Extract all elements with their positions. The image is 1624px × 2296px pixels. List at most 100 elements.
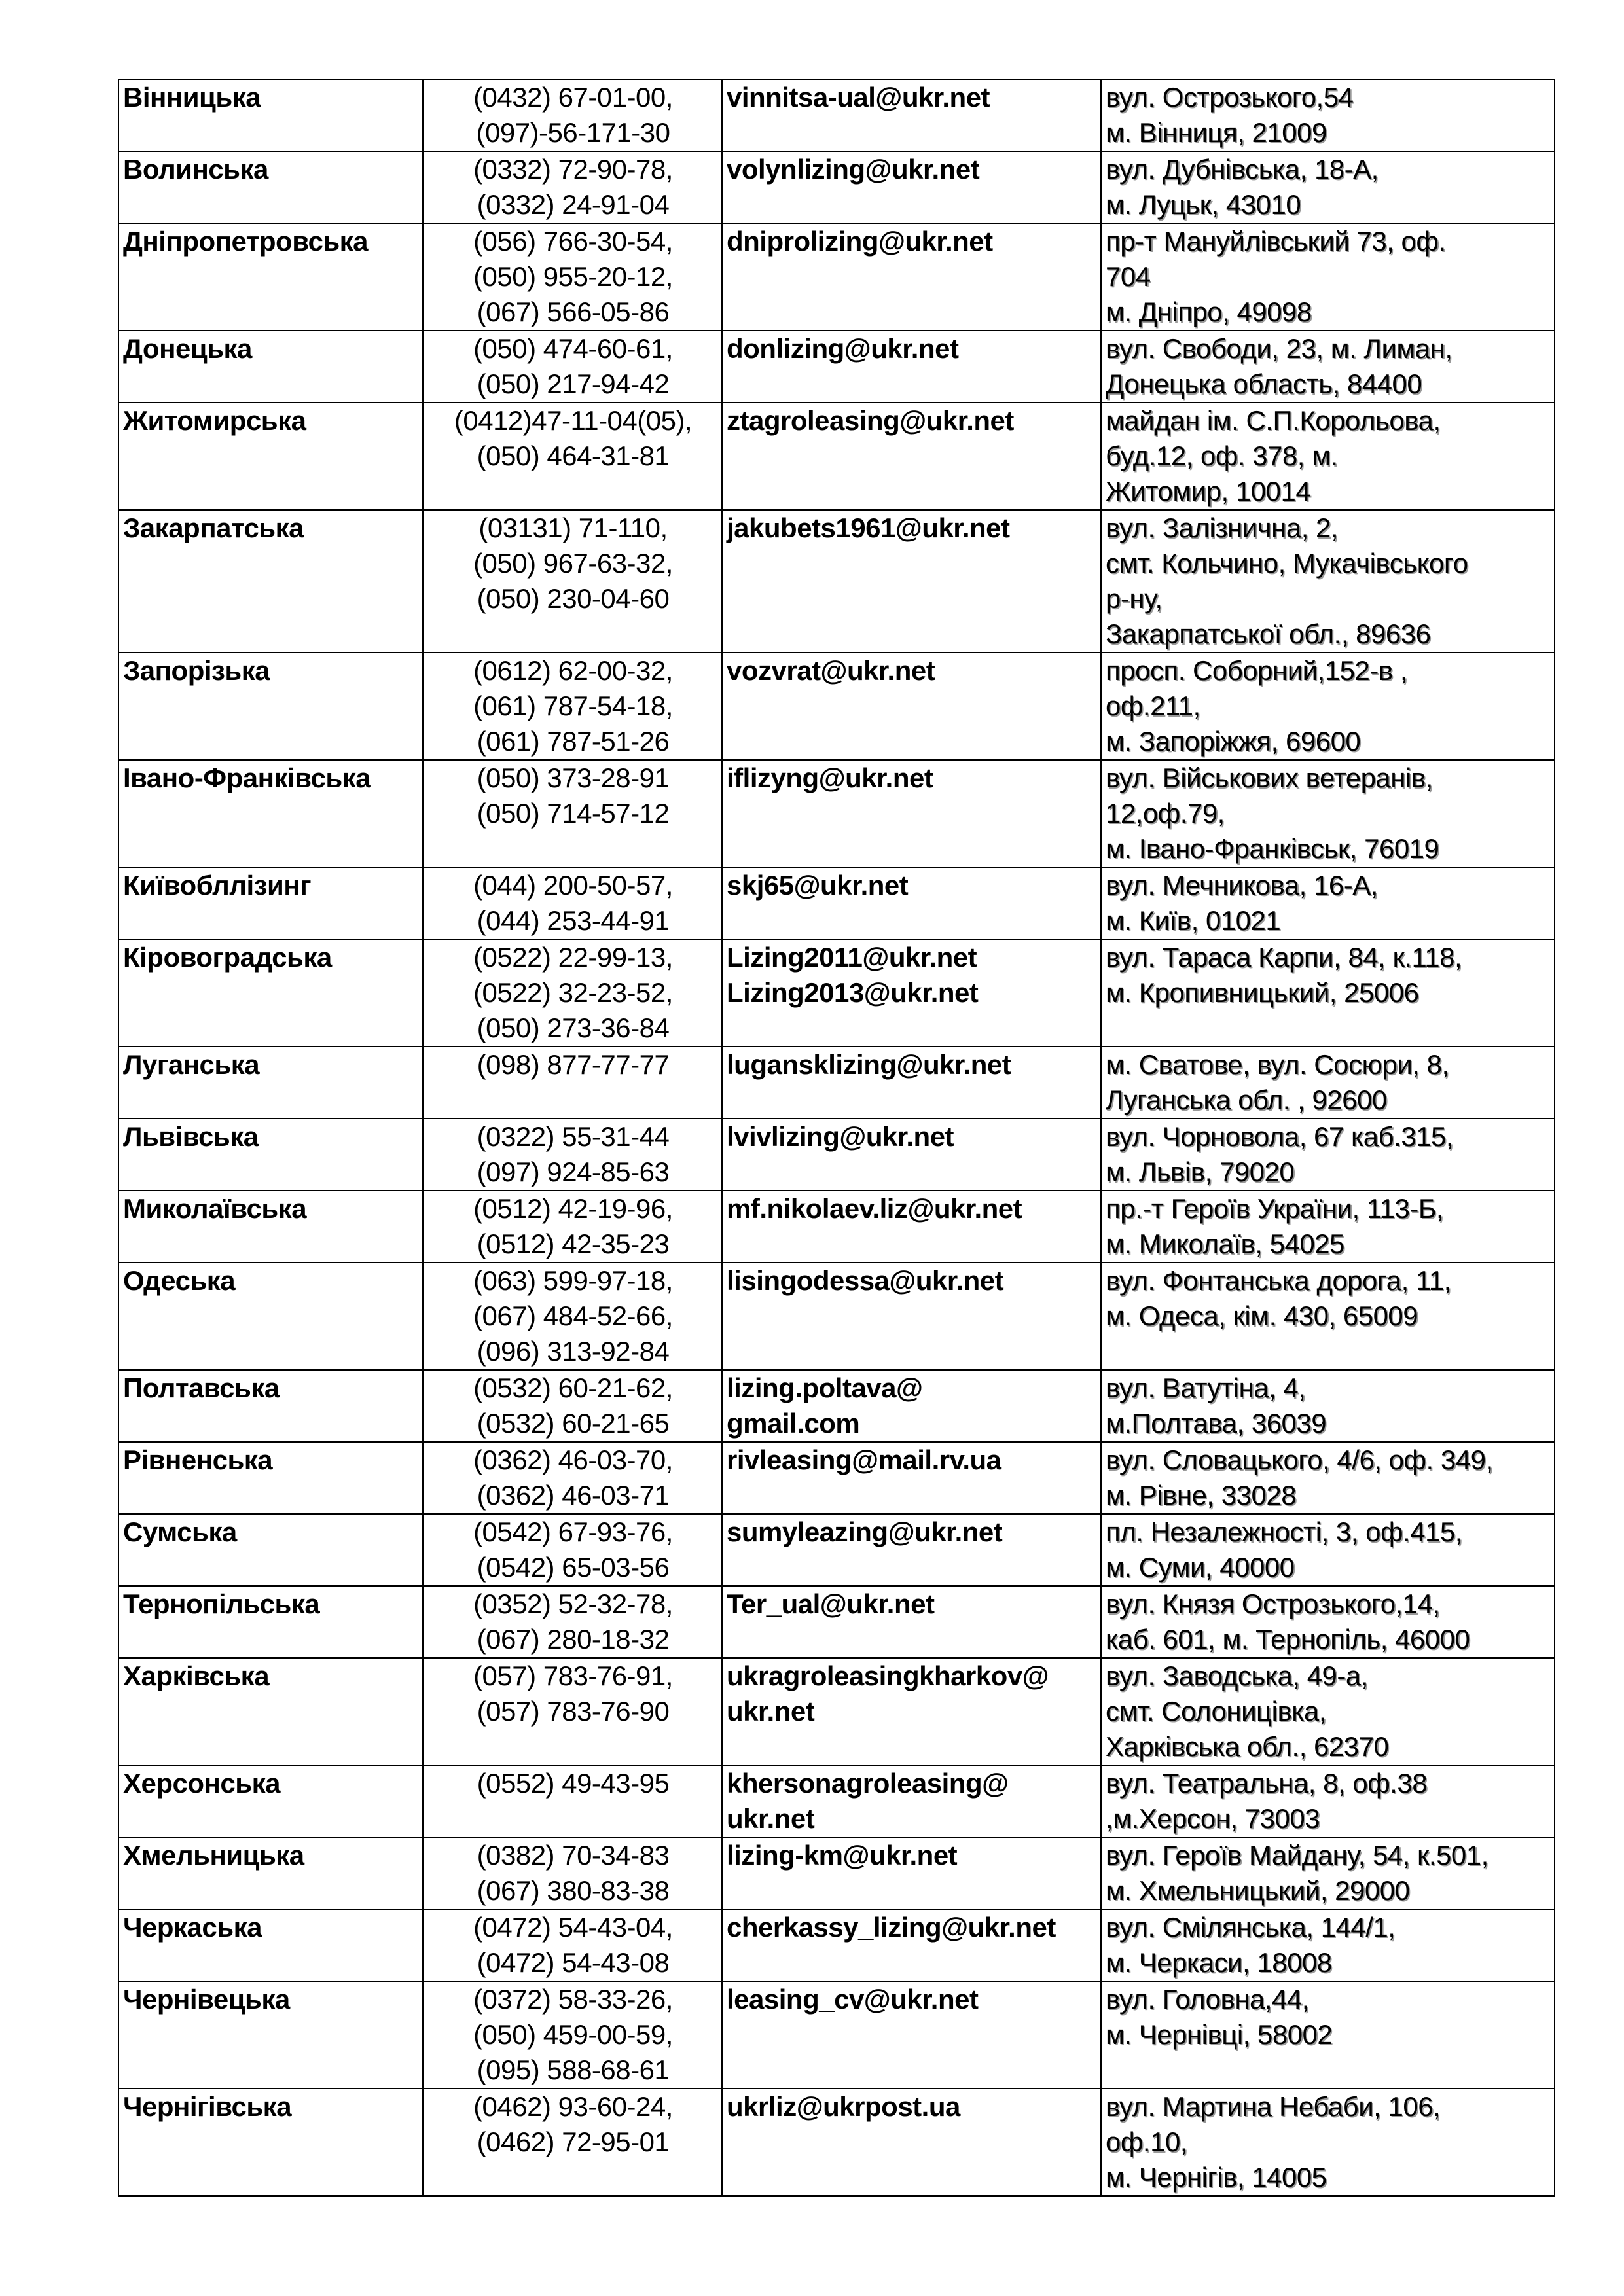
phone-number: (056) 766-30-54,: [473, 226, 673, 257]
email-cell: lisingodessa@ukr.net: [721, 1262, 1102, 1371]
email-link[interactable]: lizing-km@ukr.net: [727, 1840, 958, 1871]
contacts-table-body: Вінницька (0432) 67-01-00, (097)-56-171-30…: [118, 79, 1555, 2197]
email-link[interactable]: Lizing2013@ukr.net: [727, 977, 979, 1008]
address-line: буд.12, оф. 378, м.: [1106, 440, 1338, 471]
region-name: Миколаївська: [123, 1193, 307, 1224]
email-link[interactable]: iflizyng@ukr.net: [727, 762, 933, 793]
email-link[interactable]: khersonagroleasing@: [727, 1768, 1009, 1799]
phone-number: (050) 230-04-60: [477, 583, 670, 614]
table-row: Сумська (0542) 67-93-76, (0542) 65-03-56 su…: [118, 1513, 1555, 1587]
address-cell: вул. Острозького,54 м. Вінниця, 21009: [1100, 79, 1555, 152]
email-link[interactable]: skj65@ukr.net: [727, 870, 909, 901]
email-link[interactable]: jakubets1961@ukr.net: [727, 512, 1010, 543]
email-link[interactable]: volynlizing@ukr.net: [727, 154, 980, 185]
email-link[interactable]: sumyleazing@ukr.net: [727, 1516, 1003, 1547]
table-row: Запорізька (0612) 62-00-32, (061) 787-54-1…: [118, 652, 1555, 761]
phone-number: (050) 474-60-61,: [473, 333, 673, 364]
phone-cell: (0432) 67-01-00, (097)-56-171-30: [422, 79, 723, 152]
phone-cell: (056) 766-30-54, (050) 955-20-12, (067) 56…: [422, 223, 723, 331]
region-name: Харківська: [123, 1660, 270, 1691]
address-line: вул. Мечникова, 16-А,: [1106, 870, 1378, 901]
email-link[interactable]: donlizing@ukr.net: [727, 333, 959, 364]
phone-number: (067) 566-05-86: [477, 296, 670, 327]
phone-cell: (0512) 42-19-96, (0512) 42-35-23: [422, 1190, 723, 1263]
email-cell: lvivlizing@ukr.net: [721, 1118, 1102, 1191]
email-link[interactable]: vinnitsa-ual@ukr.net: [727, 82, 990, 113]
region-cell: Луганська: [118, 1046, 424, 1119]
phone-cell: (0412)47-11-04(05), (050) 464-31-81: [422, 402, 723, 511]
email-link[interactable]: gmail.com: [727, 1408, 860, 1439]
email-link[interactable]: ukr.net: [727, 1803, 815, 1834]
email-link[interactable]: dniprolizing@ukr.net: [727, 226, 993, 257]
phone-number: (0542) 67-93-76,: [473, 1516, 673, 1547]
phone-number: (050) 967-63-32,: [473, 548, 673, 579]
table-row: Чернівецька (0372) 58-33-26, (050) 459-00-…: [118, 1981, 1555, 2089]
phone-number: (0522) 32-23-52,: [473, 977, 673, 1008]
phone-number: (050) 459-00-59,: [473, 2019, 673, 2050]
email-link[interactable]: cherkassy_lizing@ukr.net: [727, 1912, 1056, 1943]
email-link[interactable]: rivleasing@mail.rv.ua: [727, 1444, 1001, 1475]
phone-cell: (0462) 93-60-24, (0462) 72-95-01: [422, 2088, 723, 2197]
address-cell: вул. Мартина Небаби, 106, оф.10, м. Черніг…: [1100, 2088, 1555, 2197]
address-line: вул. Князя Острозького,14,: [1106, 1588, 1440, 1619]
email-link[interactable]: Lizing2011@ukr.net: [727, 942, 977, 973]
address-cell: вул. Словацького, 4/6, оф. 349, м. Рівне,…: [1100, 1441, 1555, 1515]
phone-cell: (0522) 22-99-13, (0522) 32-23-52, (050) 27…: [422, 939, 723, 1047]
address-line: р-ну,: [1106, 583, 1163, 614]
region-name: Кіровоградська: [123, 942, 332, 973]
email-link[interactable]: mf.nikolaev.liz@ukr.net: [727, 1193, 1022, 1224]
region-cell: Закарпатська: [118, 509, 424, 653]
region-cell: Волинська: [118, 151, 424, 224]
address-cell: вул. Ватутіна, 4, м.Полтава, 36039: [1100, 1369, 1555, 1443]
region-name: Херсонська: [123, 1768, 280, 1799]
email-cell: dniprolizing@ukr.net: [721, 223, 1102, 331]
table-row: Донецька (050) 474-60-61, (050) 217-94-42 d…: [118, 330, 1555, 403]
email-link[interactable]: ukr.net: [727, 1696, 815, 1727]
address-line: вул. Тараса Карпи, 84, к.118,: [1106, 942, 1462, 973]
email-link[interactable]: lisingodessa@ukr.net: [727, 1265, 1004, 1296]
email-link[interactable]: lizing.poltava@: [727, 1372, 923, 1403]
email-cell: volynlizing@ukr.net: [721, 151, 1102, 224]
table-row: Полтавська (0532) 60-21-62, (0532) 60-21-6…: [118, 1369, 1555, 1443]
phone-cell: (0532) 60-21-62, (0532) 60-21-65: [422, 1369, 723, 1443]
email-link[interactable]: vozvrat@ukr.net: [727, 655, 935, 686]
table-row: Івано-Франківська (050) 373-28-91 (050) 71…: [118, 759, 1555, 868]
table-row: Харківська (057) 783-76-91, (057) 783-76-9…: [118, 1657, 1555, 1766]
address-line: м. Сватове, вул. Сосюри, 8,: [1106, 1049, 1449, 1080]
email-link[interactable]: Ter_ual@ukr.net: [727, 1588, 935, 1619]
email-link[interactable]: leasing_cv@ukr.net: [727, 1984, 979, 2015]
address-line: вул. Заводська, 49-а,: [1106, 1660, 1368, 1691]
address-line: Донецька область, 84400: [1106, 368, 1422, 399]
address-cell: пр.-т Героїв України, 113-Б, м. Миколаїв,…: [1100, 1190, 1555, 1263]
address-cell: вул. Дубнівська, 18-А, м. Луцьк, 43010: [1100, 151, 1555, 224]
phone-number: (0522) 22-99-13,: [473, 942, 673, 973]
phone-number: (0532) 60-21-62,: [473, 1372, 673, 1403]
phone-number: (0322) 55-31-44: [477, 1121, 670, 1152]
phone-cell: (0352) 52-32-78, (067) 280-18-32: [422, 1585, 723, 1659]
phone-cell: (0332) 72-90-78, (0332) 24-91-04: [422, 151, 723, 224]
address-line: м. Миколаїв, 54025: [1106, 1229, 1344, 1259]
address-cell: просп. Соборний,152-в , оф.211, м. Запоріж…: [1100, 652, 1555, 761]
address-cell: вул. Залізнична, 2, смт. Кольчино, Мукачі…: [1100, 509, 1555, 653]
table-row: Закарпатська (03131) 71-110, (050) 967-63-…: [118, 509, 1555, 653]
phone-number: (0552) 49-43-95: [477, 1768, 670, 1799]
email-link[interactable]: ukragroleasingkharkov@: [727, 1660, 1049, 1691]
email-link[interactable]: lugansklizing@ukr.net: [727, 1049, 1011, 1080]
phone-number: (067) 484-52-66,: [473, 1300, 673, 1331]
email-link[interactable]: lvivlizing@ukr.net: [727, 1121, 954, 1152]
email-link[interactable]: ukrliz@ukrpost.ua: [727, 2091, 960, 2122]
address-line: вул. Військових ветеранів,: [1106, 762, 1433, 793]
phone-cell: (0382) 70-34-83 (067) 380-83-38: [422, 1837, 723, 1910]
region-cell: Полтавська: [118, 1369, 424, 1443]
address-line: м. Івано-Франківськ, 76019: [1106, 833, 1439, 864]
phone-number: (095) 588-68-61: [477, 2054, 670, 2085]
region-cell: Чернігівська: [118, 2088, 424, 2197]
phone-number: (050) 273-36-84: [477, 1013, 670, 1043]
email-cell: ukrliz@ukrpost.ua: [721, 2088, 1102, 2197]
region-cell: Хмельницька: [118, 1837, 424, 1910]
address-cell: вул. Військових ветеранів, 12,оф.79, м. Ів…: [1100, 759, 1555, 868]
table-row: Миколаївська (0512) 42-19-96, (0512) 42-35…: [118, 1190, 1555, 1263]
email-link[interactable]: ztagroleasing@ukr.net: [727, 405, 1014, 436]
table-row: Волинська (0332) 72-90-78, (0332) 24-91-04…: [118, 151, 1555, 224]
table-row: Львівська (0322) 55-31-44 (097) 924-85-63 l…: [118, 1118, 1555, 1191]
